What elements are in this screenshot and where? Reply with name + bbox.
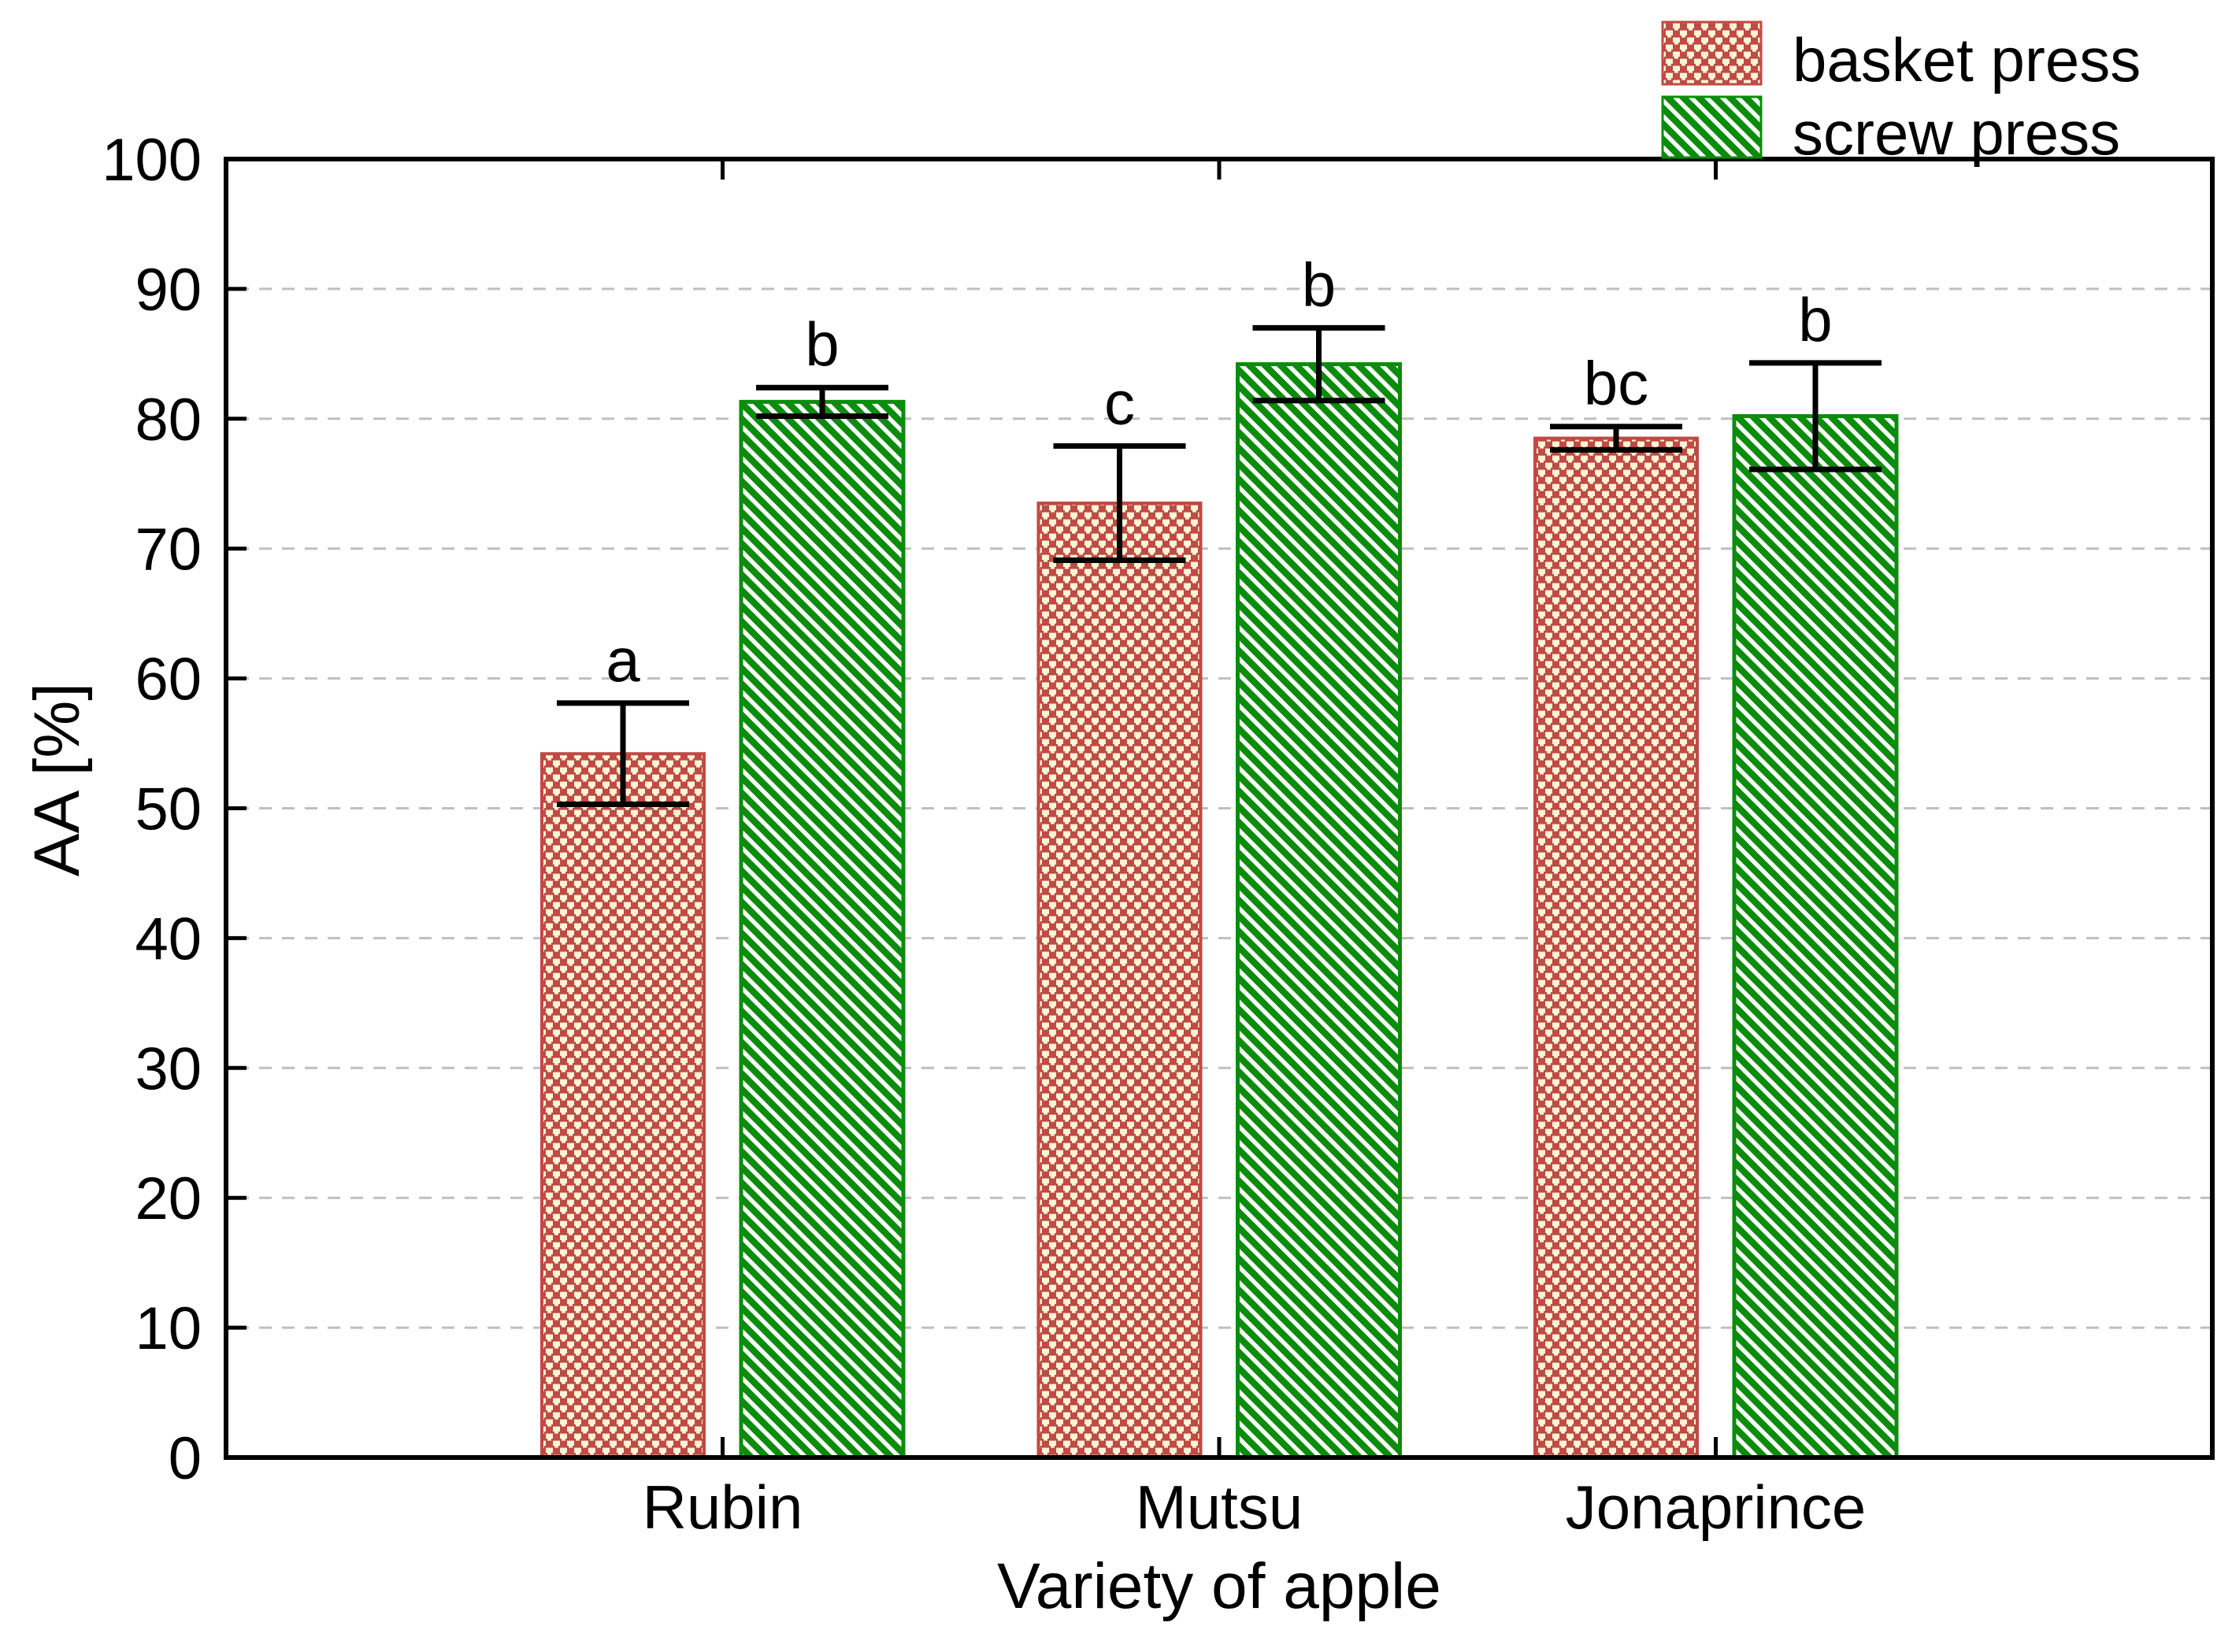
legend-swatch-basket-press-icon	[1661, 20, 1763, 86]
bars	[540, 362, 1899, 1460]
y-axis-title: AA [%]	[21, 683, 93, 876]
bar-screw-press-mutsu	[1236, 362, 1402, 1460]
significance-letters: a c bc b b b	[606, 250, 1832, 695]
y-tick-labels: 0 10 20 30 40 50 60 70 80 90 100	[102, 127, 202, 1492]
y-tick-label-50: 50	[135, 776, 202, 843]
error-bars	[557, 324, 1882, 808]
error-bar-basket-press-mutsu	[1053, 443, 1186, 564]
legend-swatch-screw-press-icon	[1661, 95, 1763, 159]
sig-letter-basket-press-mutsu: c	[1104, 368, 1135, 437]
error-bar-basket-press-jonaprince	[1550, 424, 1682, 453]
legend-label-screw-press: screw press	[1793, 98, 2120, 168]
y-tick-label-0: 0	[169, 1425, 202, 1492]
error-bar-basket-press-rubin	[557, 700, 689, 808]
legend-item-basket-press: basket press	[1661, 20, 2141, 94]
x-tick-label-mutsu: Mutsu	[1136, 1472, 1303, 1542]
y-tick-label-60: 60	[135, 646, 202, 713]
y-tick-label-100: 100	[102, 127, 202, 194]
x-tick-label-rubin: Rubin	[643, 1472, 803, 1542]
error-bar-screw-press-mutsu	[1252, 324, 1385, 404]
error-bar-screw-press-jonaprince	[1749, 360, 1882, 472]
y-tick-label-10: 10	[135, 1295, 202, 1362]
bar-screw-press-jonaprince	[1732, 414, 1899, 1460]
bar-basket-press-jonaprince	[1533, 436, 1699, 1459]
x-axis-title: Variety of apple	[997, 1550, 1441, 1622]
bar-basket-press-mutsu	[1036, 501, 1203, 1459]
sig-letter-basket-press-jonaprince: bc	[1584, 349, 1648, 418]
y-tick-label-40: 40	[135, 906, 202, 972]
y-tick-label-80: 80	[135, 387, 202, 454]
y-tick-label-90: 90	[135, 257, 202, 324]
legend-item-screw-press: screw press	[1661, 95, 2120, 168]
sig-letter-basket-press-rubin: a	[606, 625, 640, 695]
y-tick-label-20: 20	[135, 1165, 202, 1232]
sig-letter-screw-press-jonaprince: b	[1798, 285, 1832, 354]
legend: basket press screw press	[1661, 20, 2141, 168]
axis-ticks	[226, 157, 1718, 1460]
sig-letter-screw-press-rubin: b	[805, 309, 839, 379]
error-bar-screw-press-rubin	[756, 384, 888, 420]
x-tick-labels: Rubin Mutsu Jonaprince	[643, 1472, 1867, 1542]
y-tick-label-70: 70	[135, 517, 202, 583]
bar-screw-press-rubin	[739, 399, 906, 1460]
x-tick-label-jonaprince: Jonaprince	[1566, 1472, 1867, 1542]
y-tick-label-30: 30	[135, 1035, 202, 1102]
sig-letter-screw-press-mutsu: b	[1302, 250, 1336, 319]
bar-basket-press-rubin	[540, 752, 706, 1459]
legend-label-basket-press: basket press	[1793, 25, 2141, 94]
